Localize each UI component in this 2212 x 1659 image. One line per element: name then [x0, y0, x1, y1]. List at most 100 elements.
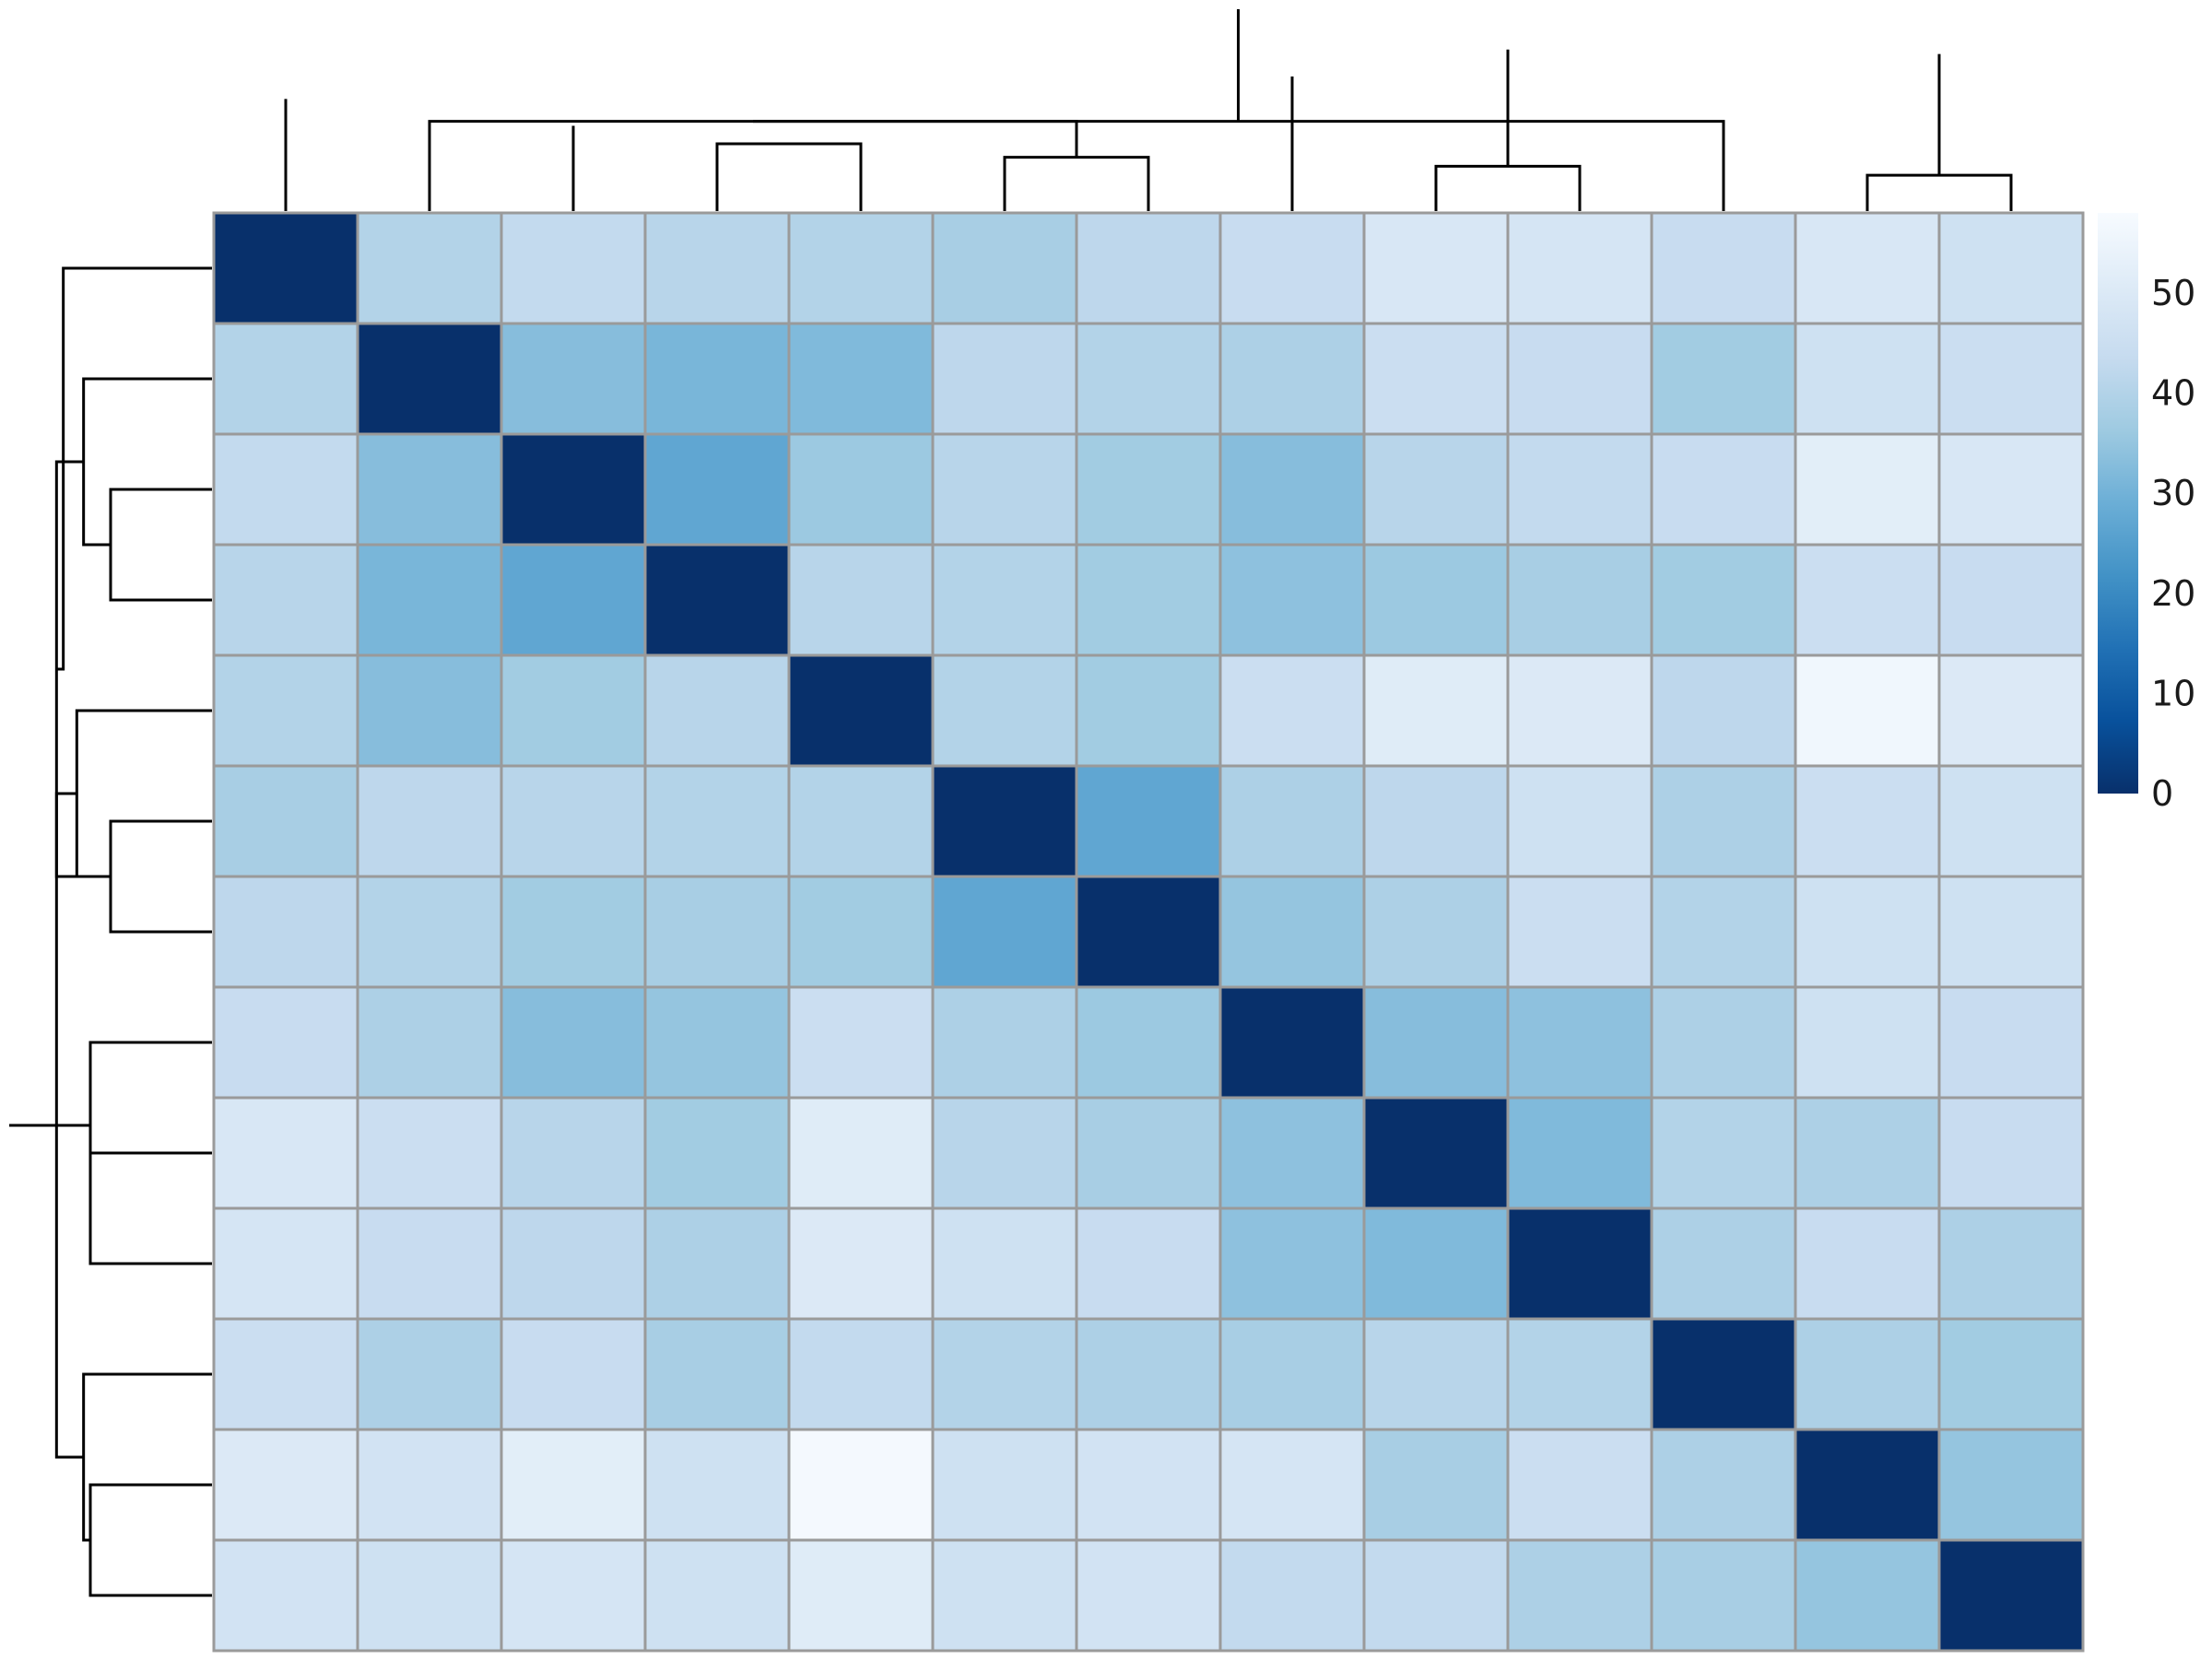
heatmap-cell-r8-c7 — [1218, 1096, 1366, 1210]
colorbar-tick-label: 10 — [2151, 673, 2195, 713]
heatmap-cell-r1-c11 — [1794, 322, 1941, 436]
heatmap-cell-r3-c6 — [1075, 543, 1222, 657]
heatmap-cell-r12-c8 — [1362, 1538, 1510, 1653]
heatmap-cell-r2-c5 — [931, 432, 1078, 547]
heatmap-cell-r2-c12 — [1937, 432, 2085, 547]
heatmap-cell-r6-c2 — [500, 875, 647, 989]
heatmap-cell-r1-c8 — [1362, 322, 1510, 436]
heatmap-cell-r6-c3 — [643, 875, 791, 989]
heatmap-cell-r0-c4 — [787, 211, 935, 325]
heatmap-cell-r5-c5 — [931, 764, 1078, 878]
row-dendrogram — [9, 266, 212, 1597]
heatmap-cell-r12-c9 — [1506, 1538, 1653, 1653]
heatmap-cell-r5-c0 — [212, 764, 359, 878]
heatmap-cell-r3-c1 — [356, 543, 503, 657]
heatmap-cell-r5-c6 — [1075, 764, 1222, 878]
heatmap-cell-r7-c3 — [643, 985, 791, 1100]
heatmap-cell-r11-c5 — [931, 1428, 1078, 1542]
heatmap-cell-r11-c7 — [1218, 1428, 1366, 1542]
heatmap-cell-r10-c5 — [931, 1317, 1078, 1431]
heatmap-cell-r4-c11 — [1794, 653, 1941, 768]
heatmap-cell-r4-c8 — [1362, 653, 1510, 768]
heatmap-cell-r3-c4 — [787, 543, 935, 657]
heatmap-cell-r6-c9 — [1506, 875, 1653, 989]
heatmap-cell-r5-c4 — [787, 764, 935, 878]
heatmap-cell-r12-c11 — [1794, 1538, 1941, 1653]
heatmap-cell-r10-c10 — [1650, 1317, 1797, 1431]
heatmap-cell-r6-c5 — [931, 875, 1078, 989]
heatmap-cell-r2-c8 — [1362, 432, 1510, 547]
heatmap-cell-r6-c11 — [1794, 875, 1941, 989]
heatmap-cell-r5-c8 — [1362, 764, 1510, 878]
heatmap-cell-r9-c8 — [1362, 1206, 1510, 1321]
colorbar-tick-label: 0 — [2151, 773, 2173, 814]
column-dendrogram-link — [715, 142, 863, 211]
heatmap-cell-r6-c4 — [787, 875, 935, 989]
heatmap-cell-r9-c5 — [931, 1206, 1078, 1321]
heatmap-cell-r7-c9 — [1506, 985, 1653, 1100]
heatmap-cell-r9-c6 — [1075, 1206, 1222, 1321]
heatmap-cell-r7-c6 — [1075, 985, 1222, 1100]
heatmap-cell-r2-c11 — [1794, 432, 1941, 547]
heatmap-cell-r9-c12 — [1937, 1206, 2085, 1321]
heatmap-cell-r10-c12 — [1937, 1317, 2085, 1431]
heatmap-cell-r0-c8 — [1362, 211, 1510, 325]
heatmap-cell-r2-c6 — [1075, 432, 1222, 547]
heatmap-cell-r11-c9 — [1506, 1428, 1653, 1542]
heatmap-cell-r3-c5 — [931, 543, 1078, 657]
row-dendrogram-link — [75, 709, 212, 878]
heatmap-cell-r5-c12 — [1937, 764, 2085, 878]
heatmap-cell-r0-c0 — [212, 211, 359, 325]
heatmap-cell-r0-c7 — [1218, 211, 1366, 325]
heatmap-cell-r10-c2 — [500, 1317, 647, 1431]
heatmap-cell-r1-c12 — [1937, 322, 2085, 436]
heatmap-cell-r11-c2 — [500, 1428, 647, 1542]
heatmap-cell-r4-c1 — [356, 653, 503, 768]
heatmap-cell-r12-c5 — [931, 1538, 1078, 1653]
heatmap-cell-r12-c1 — [356, 1538, 503, 1653]
heatmap-cell-r10-c9 — [1506, 1317, 1653, 1431]
heatmap-cell-r10-c1 — [356, 1317, 503, 1431]
heatmap-cell-r0-c9 — [1506, 211, 1653, 325]
heatmap-cell-r12-c12 — [1937, 1538, 2085, 1653]
heatmap-cell-r3-c8 — [1362, 543, 1510, 657]
heatmap-cell-r10-c6 — [1075, 1317, 1222, 1431]
heatmap-cell-r7-c5 — [931, 985, 1078, 1100]
heatmap-cell-r8-c9 — [1506, 1096, 1653, 1210]
heatmap-cell-r0-c3 — [643, 211, 791, 325]
column-dendrogram — [284, 9, 2013, 211]
heatmap-cell-r11-c4 — [787, 1428, 935, 1542]
heatmap-cell-r8-c1 — [356, 1096, 503, 1210]
heatmap-cell-r11-c1 — [356, 1428, 503, 1542]
heatmap-cell-r7-c7 — [1218, 985, 1366, 1100]
heatmap-cell-r0-c11 — [1794, 211, 1941, 325]
heatmap-cell-r4-c6 — [1075, 653, 1222, 768]
heatmap-cell-r1-c7 — [1218, 322, 1366, 436]
heatmap-cell-r1-c1 — [356, 322, 503, 436]
heatmap-cell-r2-c3 — [643, 432, 791, 547]
row-dendrogram-link — [88, 1483, 212, 1597]
heatmap-cell-r8-c12 — [1937, 1096, 2085, 1210]
heatmap-cell-r2-c2 — [500, 432, 647, 547]
heatmap-cell-r10-c8 — [1362, 1317, 1510, 1431]
heatmap-cell-r11-c11 — [1794, 1428, 1941, 1542]
heatmap-cell-r4-c4 — [787, 653, 935, 768]
heatmap-cell-r9-c1 — [356, 1206, 503, 1321]
heatmap-cell-r8-c6 — [1075, 1096, 1222, 1210]
heatmap-cell-r11-c12 — [1937, 1428, 2085, 1542]
heatmap-cell-r3-c9 — [1506, 543, 1653, 657]
heatmap-cell-r4-c10 — [1650, 653, 1797, 768]
heatmap-cell-r2-c7 — [1218, 432, 1366, 547]
heatmap-cell-r3-c0 — [212, 543, 359, 657]
heatmap-cell-r2-c1 — [356, 432, 503, 547]
row-dendrogram-link — [109, 488, 212, 602]
heatmap-cell-r12-c10 — [1650, 1538, 1797, 1653]
heatmap-cell-r8-c11 — [1794, 1096, 1941, 1210]
heatmap-cell-r7-c8 — [1362, 985, 1510, 1100]
heatmap-cell-r6-c7 — [1218, 875, 1366, 989]
heatmap-cell-r1-c5 — [931, 322, 1078, 436]
heatmap-cell-r8-c2 — [500, 1096, 647, 1210]
heatmap-cell-r11-c3 — [643, 1428, 791, 1542]
heatmap-cell-r1-c10 — [1650, 322, 1797, 436]
heatmap-cell-r5-c7 — [1218, 764, 1366, 878]
